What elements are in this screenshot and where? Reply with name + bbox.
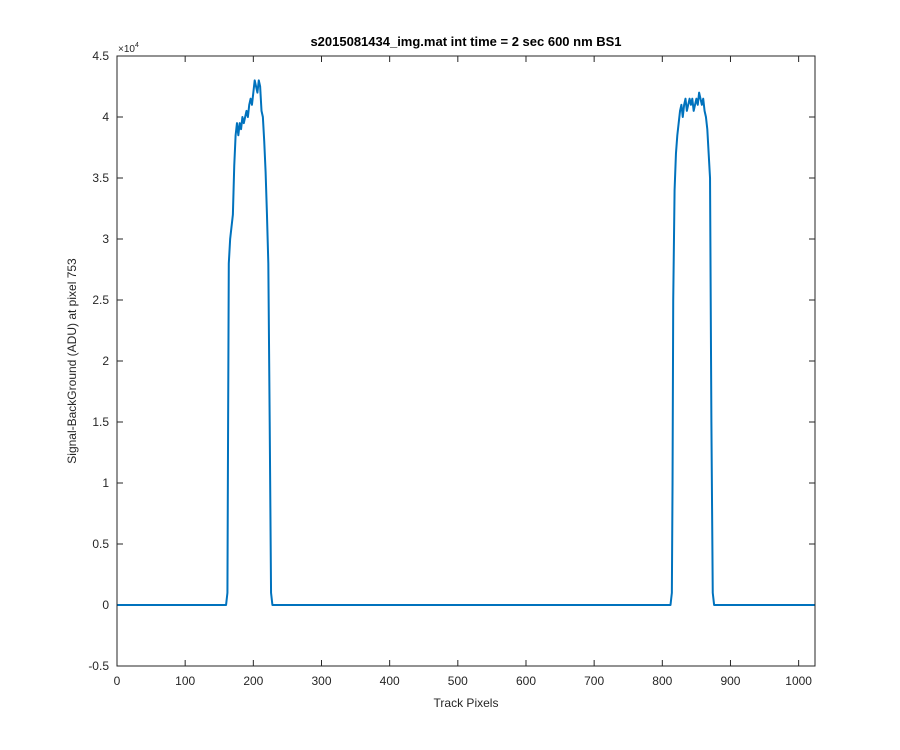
chart-title: s2015081434_img.mat int time = 2 sec 600… xyxy=(310,34,621,49)
x-tick-label: 300 xyxy=(311,674,331,688)
y-tick-label: 4.5 xyxy=(92,49,109,63)
axes-box xyxy=(116,55,816,667)
y-exponent-label: ×104 xyxy=(118,42,139,55)
labels-layer: 0 100 200 300 400 500 600 700 800 900 1000 -0.5 0 0.5… xyxy=(88,49,812,688)
y-tick-label: 4 xyxy=(102,110,109,124)
x-tick-label: 600 xyxy=(516,674,536,688)
y-exponent-base: ×10 xyxy=(118,44,135,55)
y-tick-label: -0.5 xyxy=(88,659,109,673)
x-tick-label: 500 xyxy=(448,674,468,688)
y-tick-label: 1 xyxy=(102,476,109,490)
y-tick-label: 3.5 xyxy=(92,171,109,185)
x-tick-label: 1000 xyxy=(785,674,812,688)
y-axis-label: Signal-BackGround (ADU) at pixel 753 xyxy=(65,258,79,464)
x-tick-label: 0 xyxy=(114,674,121,688)
y-tick-label: 2.5 xyxy=(92,293,109,307)
x-tick-label: 200 xyxy=(243,674,263,688)
x-tick-label: 900 xyxy=(720,674,740,688)
ticks-layer xyxy=(116,55,815,667)
y-tick-label: 0 xyxy=(102,598,109,612)
series-line xyxy=(117,79,815,606)
x-tick-label: 100 xyxy=(175,674,195,688)
x-tick-label: 700 xyxy=(584,674,604,688)
x-tick-label: 800 xyxy=(652,674,672,688)
y-tick-label: 0.5 xyxy=(92,537,109,551)
x-tick-label: 400 xyxy=(380,674,400,688)
y-exponent-power: 4 xyxy=(135,42,139,49)
y-tick-label: 1.5 xyxy=(92,415,109,429)
y-tick-label: 3 xyxy=(102,232,109,246)
x-axis-label: Track Pixels xyxy=(434,696,499,710)
y-tick-label: 2 xyxy=(102,354,109,368)
plot-area xyxy=(117,56,815,666)
